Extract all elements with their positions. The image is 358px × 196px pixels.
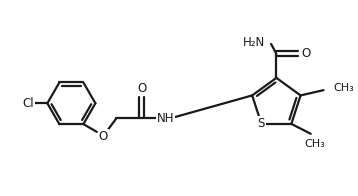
Text: H₂N: H₂N: [243, 36, 265, 49]
Text: CH₃: CH₃: [333, 83, 354, 93]
Text: O: O: [137, 82, 146, 95]
Text: O: O: [98, 130, 108, 143]
Text: O: O: [301, 47, 311, 60]
Text: CH₃: CH₃: [304, 139, 325, 149]
Text: S: S: [258, 117, 265, 130]
Text: NH: NH: [157, 112, 174, 125]
Text: Cl: Cl: [22, 97, 34, 110]
